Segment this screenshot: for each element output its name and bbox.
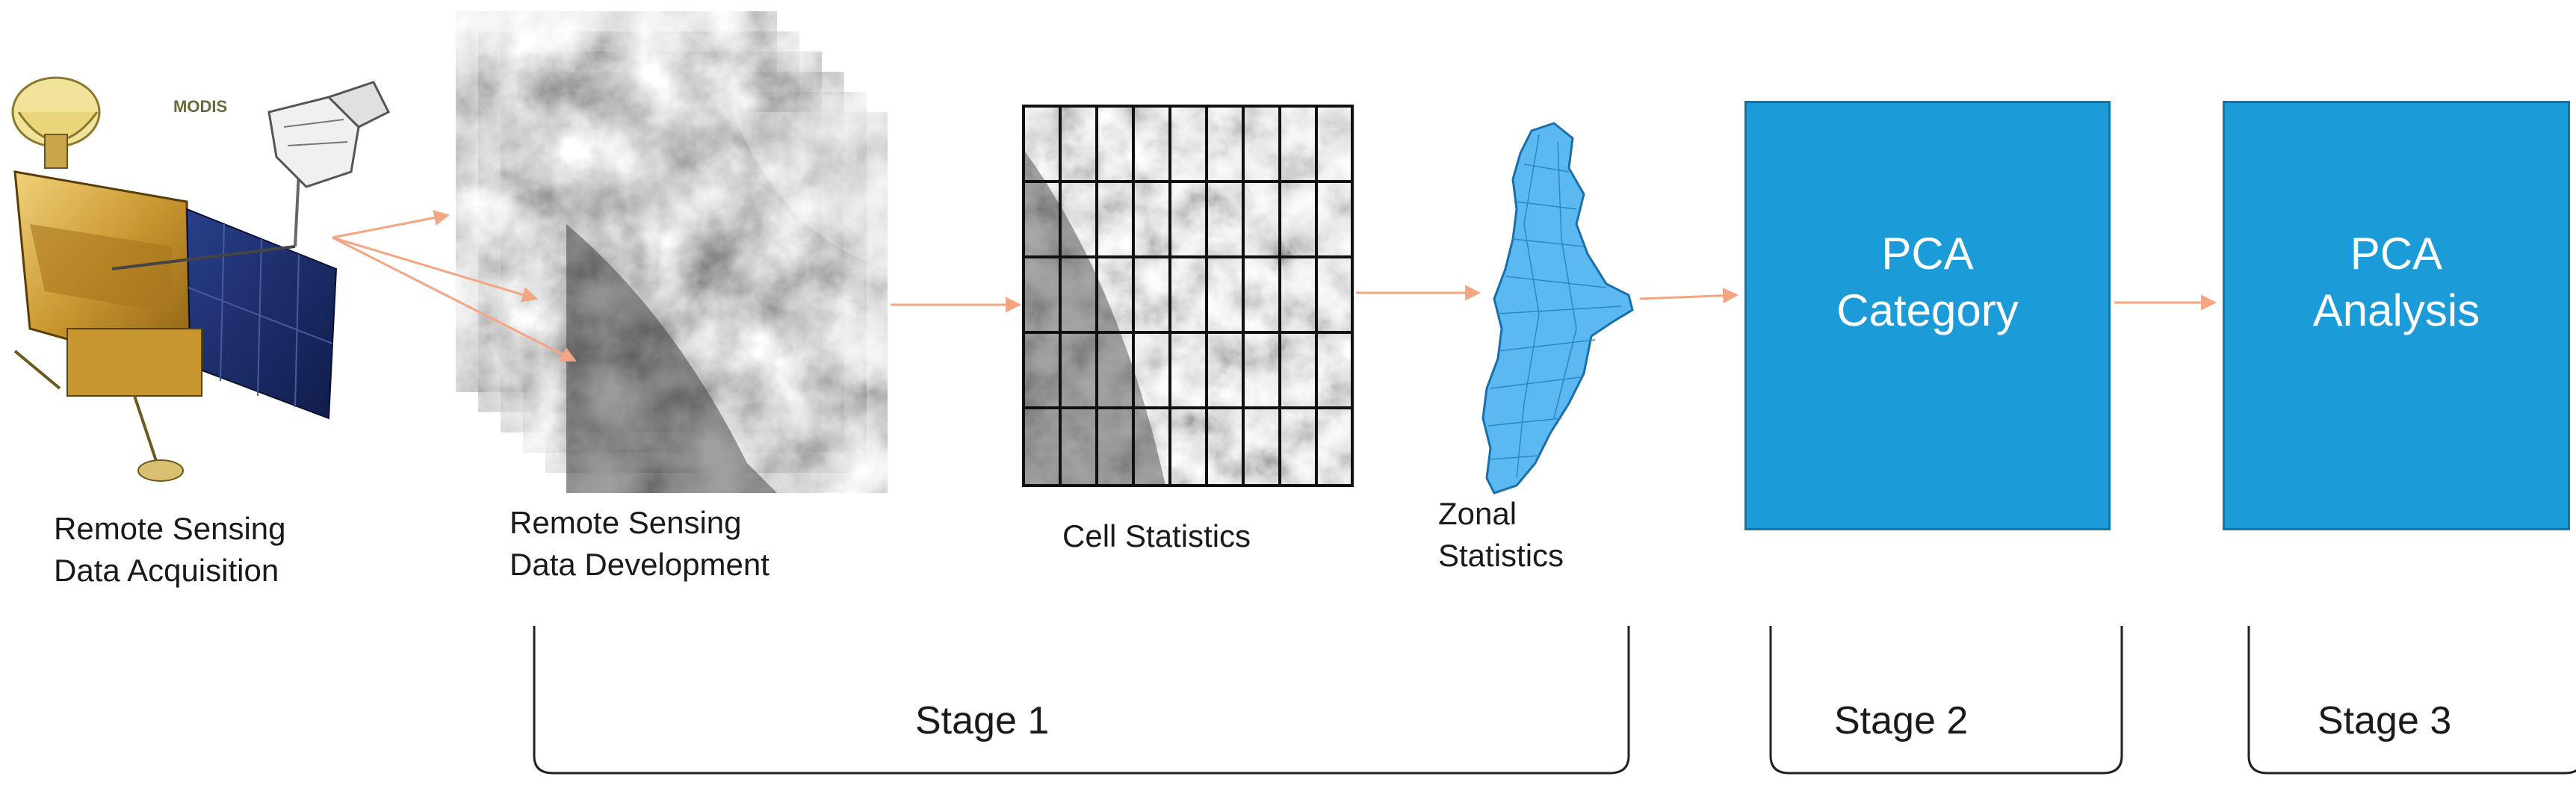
label-zonal-statistics: Zonal Statistics — [1438, 496, 1564, 573]
label-data-acquisition: Remote Sensing Data Acquisition — [54, 511, 286, 588]
satellite-icon — [11, 76, 391, 482]
zonal-map — [1481, 122, 1634, 494]
image-stack — [455, 10, 888, 494]
stage-3-label: Stage 3 — [2318, 699, 2452, 742]
stage-2-label: Stage 2 — [1834, 699, 1969, 742]
pca-analysis-box: PCA Analysis — [2223, 101, 2570, 530]
pca-analysis-text: PCA Analysis — [2312, 228, 2480, 335]
arrow-acq-to-dev-1 — [332, 210, 451, 239]
stage-2-bracket — [1769, 626, 2123, 775]
stage-3-bracket — [2247, 626, 2576, 775]
arrows — [332, 210, 2217, 362]
cell-grid-image — [1022, 105, 1354, 487]
modis-label: MODIS — [173, 97, 228, 116]
pca-category-text: PCA Category — [1836, 228, 2019, 335]
stage-1-bracket — [533, 626, 1630, 775]
stage-brackets — [533, 626, 2576, 775]
label-data-development: Remote Sensing Data Development — [510, 505, 770, 582]
pca-category-box: PCA Category — [1744, 101, 2111, 530]
arrow-zonal-to-category — [1639, 288, 1739, 304]
arrow-acq-to-dev-2 — [332, 236, 539, 303]
arrow-acq-to-dev-3 — [332, 236, 577, 362]
stage-1-label: Stage 1 — [915, 699, 1050, 742]
label-cell-statistics: Cell Statistics — [1062, 518, 1251, 553]
